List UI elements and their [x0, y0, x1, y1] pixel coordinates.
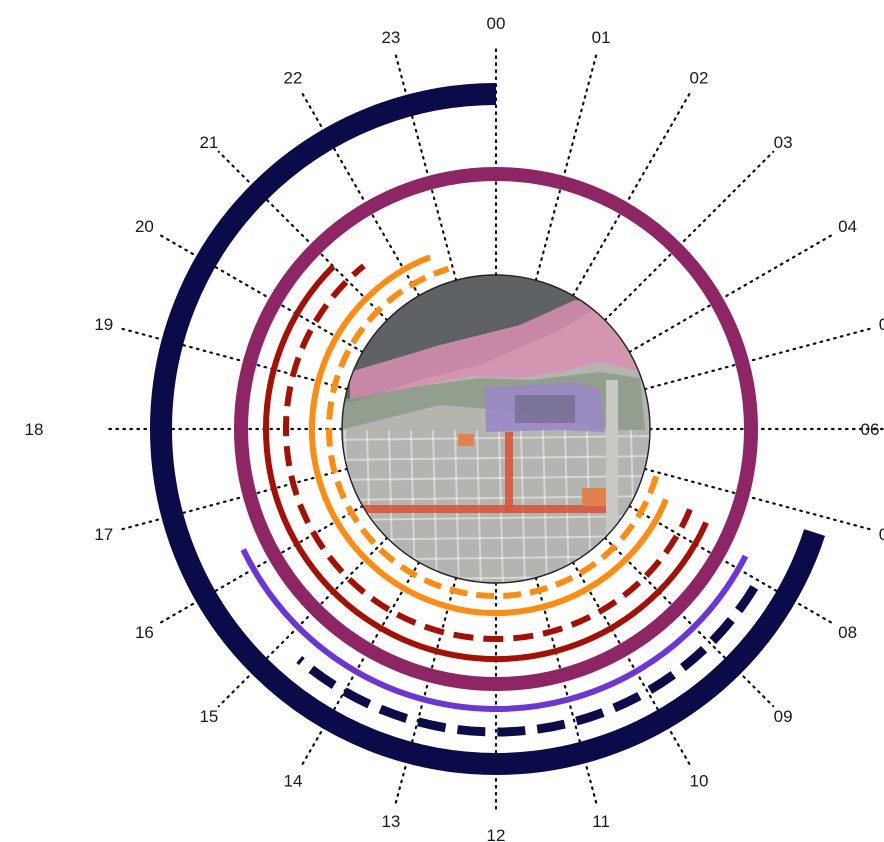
- hour-spoke: [571, 88, 694, 297]
- map-building-block: [515, 395, 575, 423]
- hour-label: 05: [879, 315, 884, 334]
- map-grid-line: [342, 455, 650, 461]
- hour-spoke: [217, 536, 389, 708]
- hour-spoke: [643, 467, 876, 532]
- hour-spokes: [102, 45, 884, 813]
- hour-labels: 00 01 02 03 04 05 06 07 08 09 10 11 12 13 14 15 16 17 18 19…: [25, 14, 884, 842]
- hour-label: 19: [94, 315, 113, 334]
- hour-spoke: [116, 326, 349, 391]
- hour-label: 06: [861, 420, 880, 439]
- hour-spoke: [155, 504, 364, 627]
- ring-navy-solid: [150, 83, 497, 775]
- hour-label: 03: [774, 133, 793, 152]
- hour-spoke: [534, 576, 599, 809]
- ring-orange-solid: [309, 254, 669, 616]
- ring-darkred-dashed: [283, 263, 693, 642]
- hour-spoke: [534, 49, 599, 282]
- map-grid-line: [342, 435, 650, 441]
- hour-label: 01: [592, 28, 611, 47]
- hour-label: 21: [199, 133, 218, 152]
- hour-spoke: [393, 576, 458, 809]
- hour-label: 20: [135, 217, 154, 236]
- hour-label: 13: [381, 812, 400, 831]
- ring-violet-solid: [240, 548, 749, 712]
- map-highway: [606, 380, 618, 550]
- hour-label: 23: [381, 28, 400, 47]
- hour-label: 09: [774, 707, 793, 726]
- hour-spoke: [571, 561, 694, 770]
- map-street-horizontal: [350, 505, 606, 513]
- map-grid-line: [342, 475, 650, 481]
- hour-spoke: [298, 88, 421, 297]
- hour-label: 15: [199, 707, 218, 726]
- hour-spoke: [603, 150, 775, 322]
- hour-spoke: [628, 504, 837, 627]
- hour-spoke: [298, 561, 421, 770]
- hour-spoke: [643, 326, 876, 391]
- ring-navy-solid-arc: [495, 529, 826, 775]
- ring-plum-full: [234, 167, 758, 692]
- map-street-vertical: [505, 432, 513, 512]
- hour-label: 22: [284, 68, 303, 87]
- hour-label: 08: [838, 623, 857, 642]
- map-plaza-left: [458, 434, 474, 446]
- hour-spoke: [393, 49, 458, 282]
- hour-label: 17: [94, 525, 113, 544]
- hour-label: 14: [284, 772, 303, 791]
- ring-darkred-solid: [263, 264, 709, 663]
- map-plaza-right: [582, 488, 606, 506]
- hour-spoke: [155, 231, 364, 354]
- map-riverfront-highlight: [350, 300, 640, 400]
- map-border: [341, 274, 651, 584]
- aerial-map: [341, 274, 651, 584]
- activity-rings: [150, 83, 826, 775]
- hour-label: 07: [879, 525, 884, 544]
- hour-label: 18: [25, 420, 44, 439]
- hour-spoke: [628, 231, 837, 354]
- hour-label: 16: [135, 623, 154, 642]
- ring-orange-dashed: [326, 266, 659, 599]
- ring-navy-dashed: [296, 584, 759, 737]
- map-grid-line: [342, 515, 650, 521]
- hour-label: 11: [592, 812, 610, 831]
- hour-label: 00: [487, 14, 506, 33]
- hour-spoke: [116, 467, 349, 532]
- hour-spoke: [217, 150, 389, 322]
- hour-label: 02: [690, 68, 709, 87]
- hour-label: 12: [487, 826, 506, 842]
- hour-spoke: [603, 536, 775, 708]
- hour-label: 04: [838, 217, 857, 236]
- hour-label: 10: [690, 772, 709, 791]
